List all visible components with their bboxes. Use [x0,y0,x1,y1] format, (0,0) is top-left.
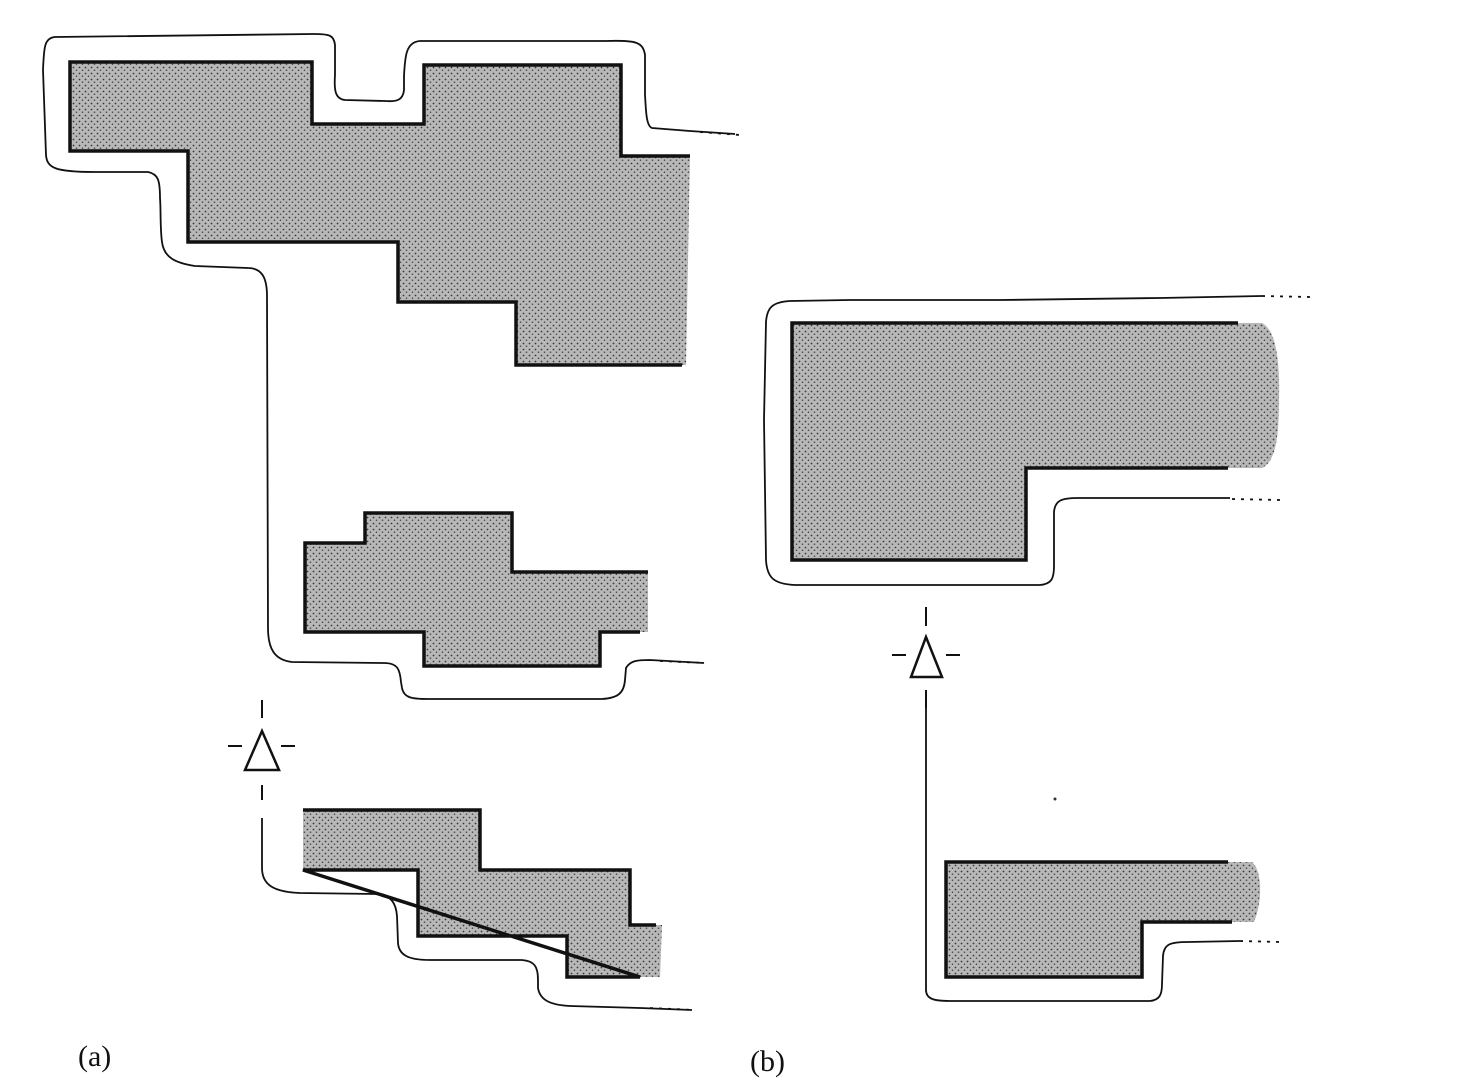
triangle-marker-icon [243,727,281,772]
continuation-dots-b [1231,295,1311,943]
clearance-contour-b-lower [925,708,1241,1002]
triangle-marker-icon [909,633,944,679]
obstacle-a-bottom [302,808,662,979]
triangle-marker-a [228,700,295,800]
clearance-contour-a-upper [42,33,736,700]
panel-label-a: (a) [78,1040,112,1073]
marker-a-dash-lines [228,700,295,800]
obstacle-a-top-fill [70,62,690,365]
obstacle-a-middle-fill [305,513,648,666]
stray-dot [1053,797,1057,801]
obstacle-a-bottom-edge [302,808,656,979]
obstacle-a-top [68,60,690,367]
clearance-contour-a-lower [261,818,693,1011]
continuation-dots-a [649,131,741,1011]
obstacle-a-middle [303,511,648,668]
obstacle-b-bottom-fill [946,862,1261,977]
triangle-marker-b [892,607,960,708]
panel-b [763,295,1311,1002]
panel-a [42,33,741,1011]
obstacle-a-bottom-fill [303,810,662,977]
panel-label-b: (b) [750,1045,785,1078]
obstacle-b-top-edge [790,321,1238,562]
obstacle-b-top [790,321,1280,562]
obstacle-b-bottom [944,860,1261,979]
obstacle-a-middle-edge [303,511,648,668]
obstacle-a-top-edge [68,60,690,367]
clearance-contour-b-upper [763,295,1263,586]
obstacle-b-bottom-edge [944,860,1232,979]
marker-b-dash-lines [892,607,960,708]
obstacle-b-top-fill [792,323,1280,560]
